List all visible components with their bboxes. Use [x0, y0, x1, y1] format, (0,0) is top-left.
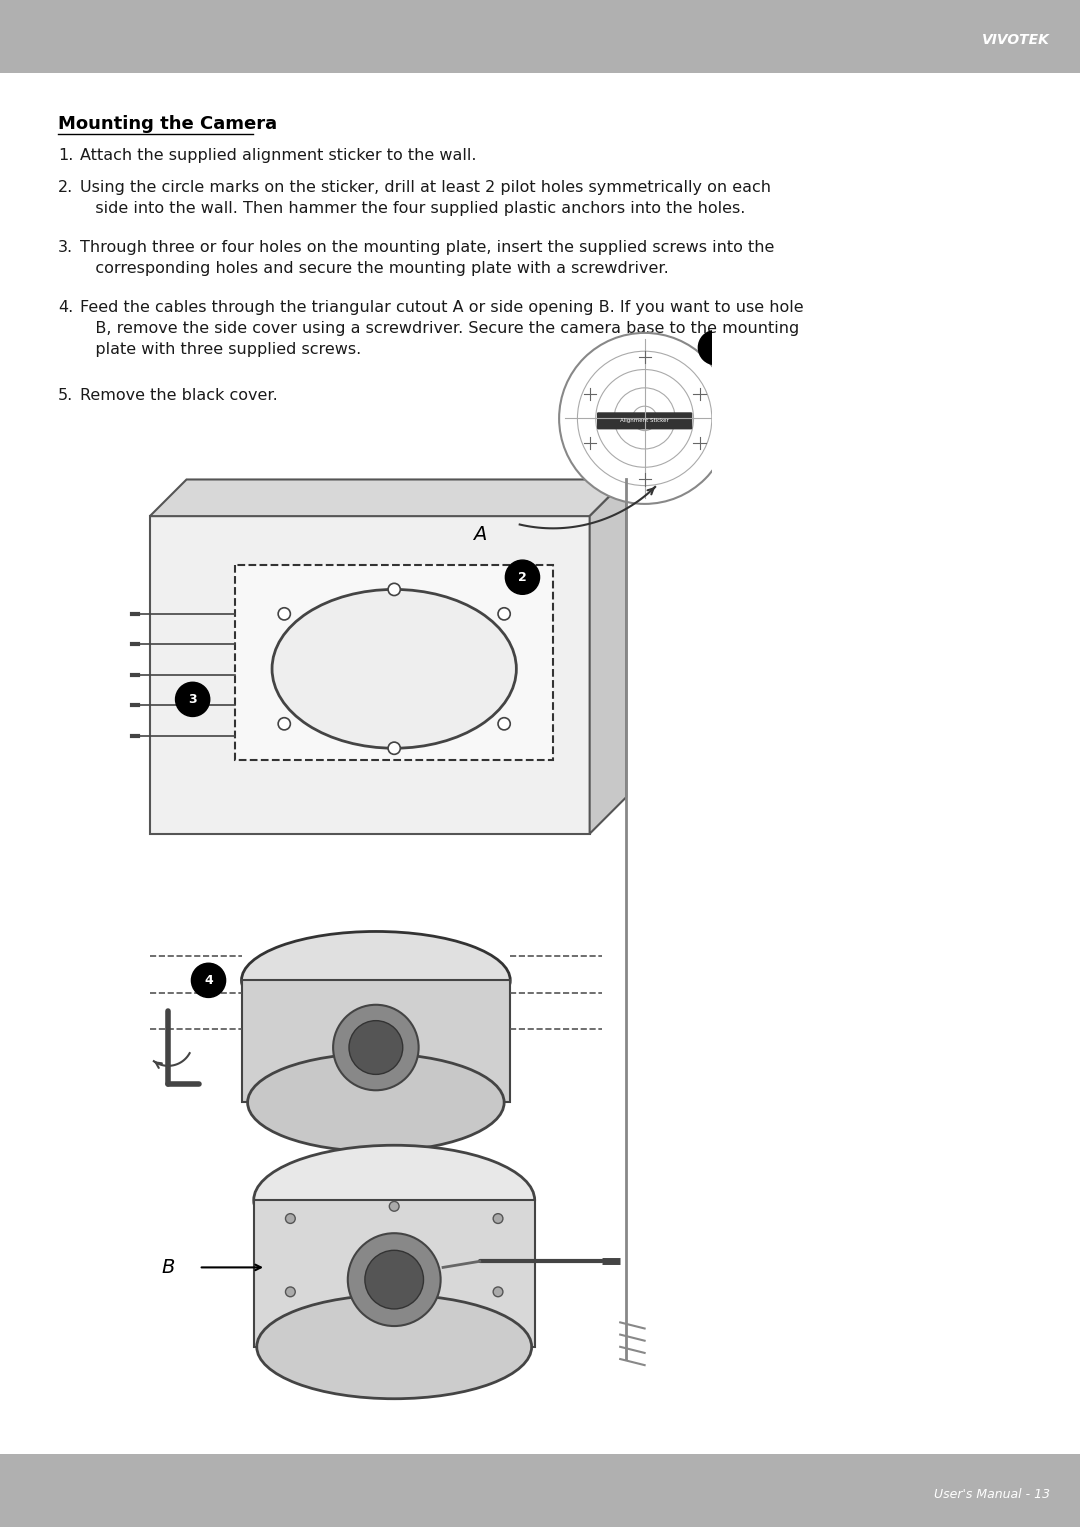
- Ellipse shape: [247, 1054, 504, 1151]
- Text: Feed the cables through the triangular cutout A or side opening B. If you want t: Feed the cables through the triangular c…: [80, 299, 804, 357]
- Text: 1: 1: [711, 341, 720, 354]
- Circle shape: [494, 1214, 503, 1223]
- Polygon shape: [150, 479, 626, 516]
- Text: Attach the supplied alignment sticker to the wall.: Attach the supplied alignment sticker to…: [80, 148, 476, 163]
- Circle shape: [699, 330, 732, 365]
- Circle shape: [559, 333, 730, 504]
- Circle shape: [191, 964, 226, 997]
- Text: Using the circle marks on the sticker, drill at least 2 pilot holes symmetricall: Using the circle marks on the sticker, d…: [80, 180, 771, 215]
- Circle shape: [498, 608, 510, 620]
- Text: Mounting the Camera: Mounting the Camera: [58, 115, 278, 133]
- Text: Remove the black cover.: Remove the black cover.: [80, 388, 278, 403]
- Circle shape: [285, 1214, 295, 1223]
- Polygon shape: [254, 1200, 535, 1347]
- Text: 2.: 2.: [58, 180, 73, 195]
- Text: 1.: 1.: [58, 148, 73, 163]
- Circle shape: [389, 1202, 400, 1211]
- Circle shape: [279, 608, 291, 620]
- Text: 2: 2: [518, 571, 527, 583]
- Bar: [0, 0, 1080, 73]
- Circle shape: [176, 683, 210, 716]
- Circle shape: [388, 583, 401, 596]
- Ellipse shape: [254, 1145, 535, 1255]
- Circle shape: [494, 1287, 503, 1296]
- Circle shape: [349, 1020, 403, 1075]
- Circle shape: [498, 718, 510, 730]
- Text: 3.: 3.: [58, 240, 73, 255]
- FancyBboxPatch shape: [597, 412, 692, 429]
- Text: 4.: 4.: [58, 299, 73, 315]
- Polygon shape: [235, 565, 553, 760]
- Circle shape: [348, 1234, 441, 1325]
- Circle shape: [333, 1005, 419, 1090]
- Text: A: A: [473, 525, 486, 544]
- Polygon shape: [242, 980, 510, 1102]
- Text: VIVOTEK: VIVOTEK: [982, 34, 1050, 47]
- Circle shape: [279, 718, 291, 730]
- Text: 5.: 5.: [58, 388, 73, 403]
- Text: Through three or four holes on the mounting plate, insert the supplied screws in: Through three or four holes on the mount…: [80, 240, 774, 276]
- Text: 4: 4: [204, 974, 213, 986]
- Circle shape: [388, 742, 401, 754]
- Circle shape: [505, 560, 540, 594]
- Text: B: B: [162, 1258, 175, 1277]
- Text: Alignment Sticker: Alignment Sticker: [620, 418, 669, 423]
- Polygon shape: [590, 479, 626, 834]
- Polygon shape: [150, 516, 590, 834]
- Ellipse shape: [272, 589, 516, 748]
- Text: User's Manual - 13: User's Manual - 13: [934, 1487, 1050, 1501]
- Ellipse shape: [242, 931, 510, 1029]
- Circle shape: [285, 1287, 295, 1296]
- Text: 3: 3: [188, 693, 197, 705]
- Circle shape: [365, 1251, 423, 1309]
- Bar: [0, 1454, 1080, 1527]
- Ellipse shape: [257, 1295, 531, 1399]
